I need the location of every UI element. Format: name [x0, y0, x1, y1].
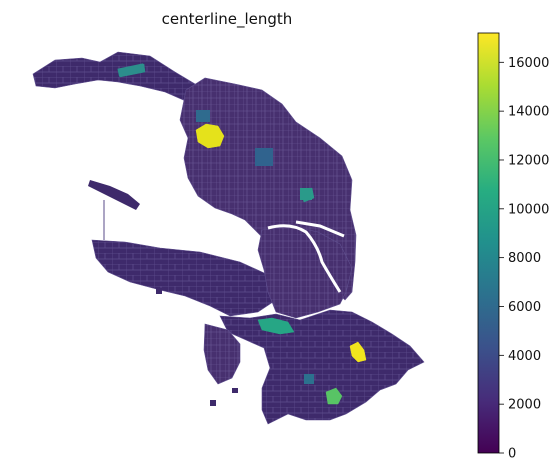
- district-northwest-strip: [117, 63, 146, 78]
- district-blue-patch: [196, 110, 210, 122]
- district-south-east-district: [349, 341, 367, 363]
- colorbar-gradient: [478, 33, 499, 453]
- colorbar-tick-label: 4000: [508, 349, 541, 364]
- highlight-districts: [117, 63, 367, 405]
- colorbar-tick-label: 6000: [508, 300, 541, 315]
- colorbar-tick-label: 0: [508, 447, 516, 462]
- district-blue-patch: [255, 148, 273, 166]
- colorbar-tick-label: 2000: [508, 398, 541, 413]
- colorbar-tick-label: 8000: [508, 251, 541, 266]
- river: [267, 220, 345, 293]
- district-blue-patch: [304, 374, 314, 384]
- colorbar-tick-label: 14000: [508, 105, 549, 120]
- colorbar-frame: [477, 32, 500, 454]
- colorbar-tick-label: 12000: [508, 153, 549, 168]
- colorbar-tick-label: 16000: [508, 56, 549, 71]
- island: [232, 388, 238, 393]
- map-title: centerline_length: [162, 10, 293, 29]
- island: [210, 400, 216, 406]
- district-west-peninsula: [91, 239, 281, 317]
- colorbar-tick-label: 10000: [508, 202, 549, 217]
- district-central: [257, 225, 353, 319]
- island: [156, 288, 162, 294]
- colorbar: 0 2000 4000 6000 8000 10000 12000 14000 16000: [477, 32, 549, 462]
- district-south: [219, 309, 425, 425]
- district-south-park-area: [257, 317, 295, 335]
- district-south-west: [203, 323, 241, 385]
- district-north-center-area: [299, 187, 315, 203]
- west-spit: [88, 180, 140, 210]
- district-north-arm: [32, 51, 201, 103]
- district-north-bay-district: [195, 123, 225, 149]
- map-area: [32, 51, 425, 425]
- district-south-small-area: [325, 387, 343, 405]
